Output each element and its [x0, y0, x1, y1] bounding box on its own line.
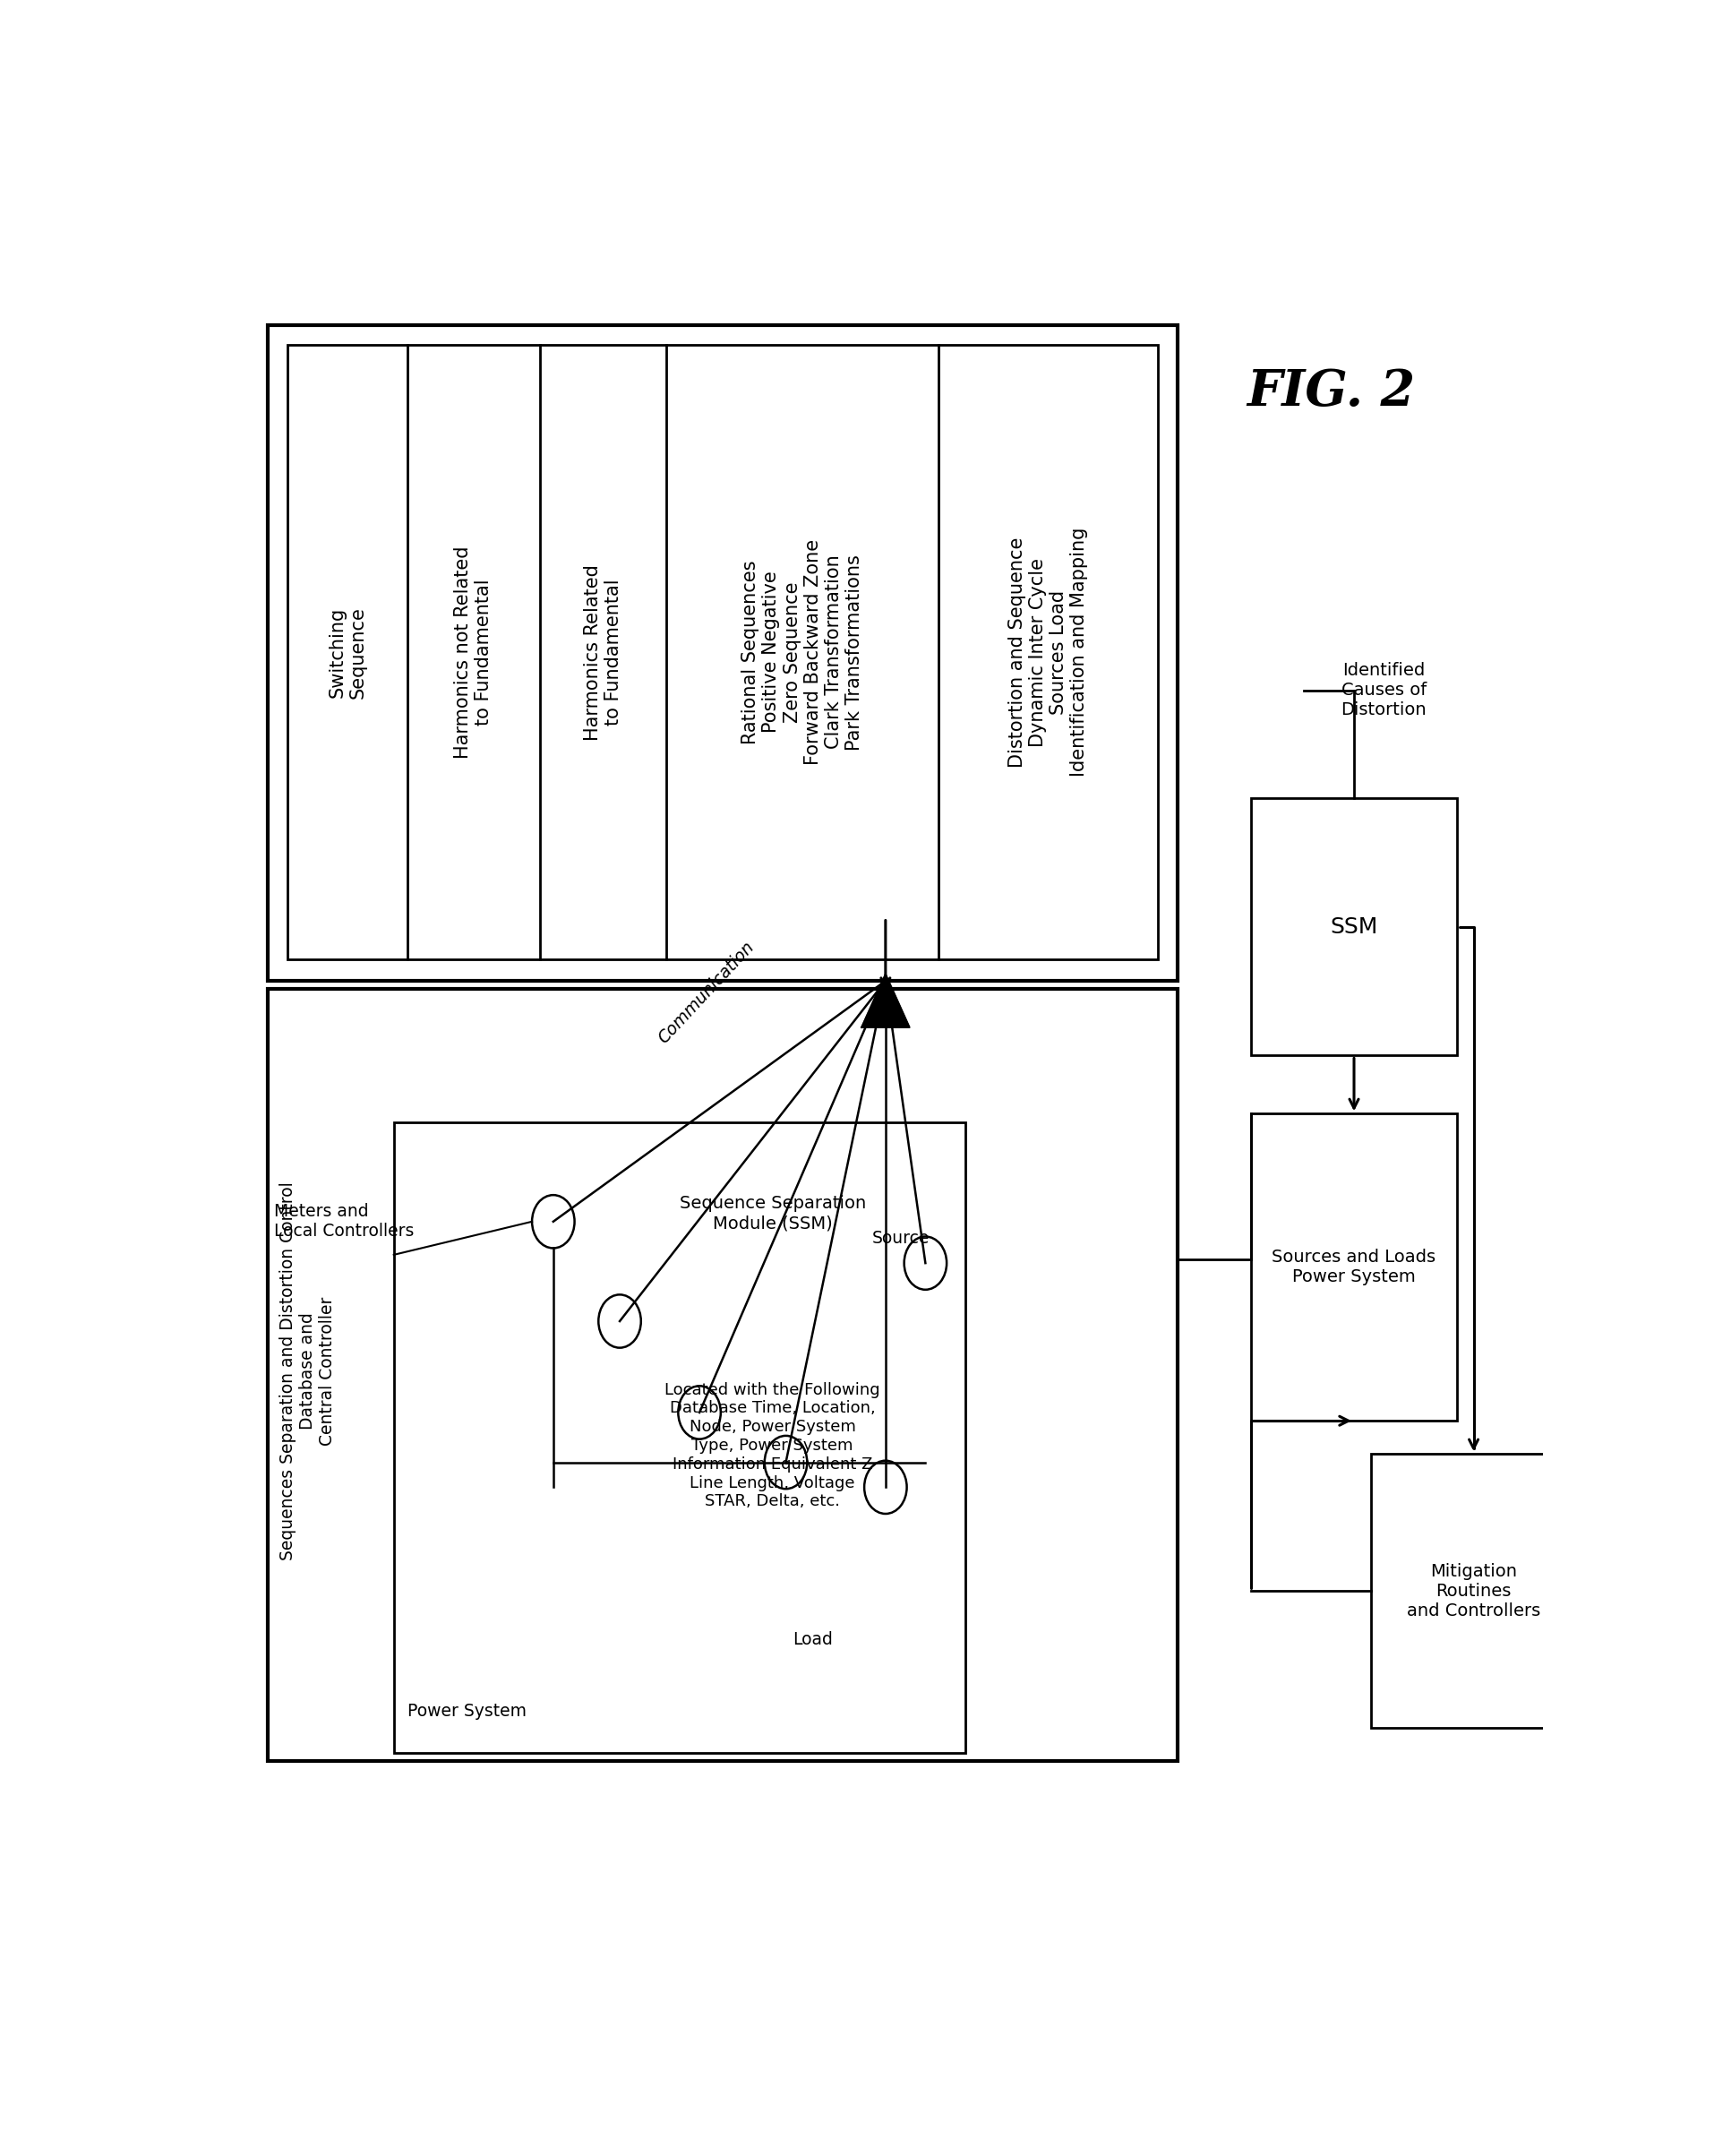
Text: Distortion and Sequence
Dynamic Inter Cycle
Sources Load
Identification and Mapp: Distortion and Sequence Dynamic Inter Cy…: [1008, 528, 1088, 776]
Bar: [394, 1121, 965, 1753]
Text: Located with the Following
Database Time, Location,
Node, Power System
Type, Pow: Located with the Following Database Time…: [665, 1382, 879, 1509]
Text: Meters and
Local Controllers: Meters and Local Controllers: [274, 1203, 415, 1240]
Bar: [1251, 798, 1457, 1056]
Text: Switching
Sequence: Switching Sequence: [327, 606, 367, 699]
Text: Mitigation
Routines
and Controllers: Mitigation Routines and Controllers: [1405, 1563, 1539, 1619]
Bar: [1369, 1453, 1575, 1727]
Text: Harmonics not Related
to Fundamental: Harmonics not Related to Fundamental: [454, 545, 492, 759]
Text: Sources and Loads
Power System: Sources and Loads Power System: [1272, 1248, 1435, 1285]
Text: Rational Sequences
Positive Negative
Zero Sequence
Forward Backward Zone
Clark T: Rational Sequences Positive Negative Zer…: [740, 539, 862, 765]
Polygon shape: [860, 975, 908, 1028]
Text: Sequence Separation
Module (SSM): Sequence Separation Module (SSM): [679, 1194, 866, 1231]
Text: Load: Load: [792, 1632, 833, 1649]
Text: Identified
Causes of
Distortion: Identified Causes of Distortion: [1340, 662, 1426, 718]
Text: Sequences Separation and Distortion Control
Database and
Central Controller: Sequences Separation and Distortion Cont…: [279, 1181, 336, 1561]
Text: SSM: SSM: [1330, 916, 1376, 938]
Text: Communication: Communication: [655, 938, 758, 1048]
Bar: [267, 326, 1178, 981]
Text: FIG. 2: FIG. 2: [1246, 367, 1414, 416]
Text: Source: Source: [872, 1229, 929, 1246]
Bar: [1251, 1115, 1457, 1421]
Bar: [288, 345, 1157, 959]
Text: Harmonics Related
to Fundamental: Harmonics Related to Fundamental: [583, 565, 622, 740]
Bar: [267, 990, 1178, 1761]
Text: Power System: Power System: [406, 1703, 526, 1720]
